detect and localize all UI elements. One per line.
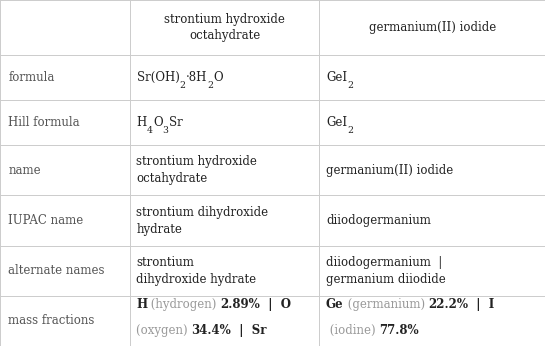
Text: (germanium): (germanium) [343, 298, 428, 311]
Text: (hydrogen): (hydrogen) [147, 298, 221, 311]
Text: GeI: GeI [326, 71, 348, 84]
Text: 4: 4 [147, 126, 153, 135]
Text: strontium hydroxide
octahydrate: strontium hydroxide octahydrate [164, 13, 285, 42]
Text: Ge: Ge [326, 298, 343, 311]
Text: strontium dihydroxide
hydrate: strontium dihydroxide hydrate [136, 206, 268, 236]
Text: Hill formula: Hill formula [8, 116, 80, 129]
Text: |  Sr: | Sr [232, 324, 267, 337]
Text: 2: 2 [348, 126, 354, 135]
Text: Sr(OH): Sr(OH) [137, 71, 180, 84]
Text: H: H [136, 298, 147, 311]
Text: 3: 3 [162, 126, 168, 135]
Text: germanium(II) iodide: germanium(II) iodide [326, 164, 453, 177]
Text: mass fractions: mass fractions [8, 315, 94, 327]
Text: |  I: | I [468, 298, 495, 311]
Text: 77.8%: 77.8% [379, 324, 419, 337]
Text: (iodine): (iodine) [326, 324, 379, 337]
Text: GeI: GeI [326, 116, 348, 129]
Text: O: O [213, 71, 223, 84]
Text: IUPAC name: IUPAC name [8, 214, 83, 227]
Text: diiodogermanium: diiodogermanium [326, 214, 431, 227]
Text: 2: 2 [207, 81, 213, 90]
Text: strontium hydroxide
octahydrate: strontium hydroxide octahydrate [136, 155, 257, 185]
Text: 2: 2 [180, 81, 186, 90]
Text: 2.89%: 2.89% [221, 298, 261, 311]
Text: formula: formula [8, 71, 54, 84]
Text: 22.2%: 22.2% [428, 298, 468, 311]
Text: strontium
dihydroxide hydrate: strontium dihydroxide hydrate [136, 256, 256, 286]
Text: ·8H: ·8H [186, 71, 207, 84]
Text: alternate names: alternate names [8, 264, 105, 277]
Text: germanium(II) iodide: germanium(II) iodide [368, 21, 496, 34]
Text: O: O [153, 116, 162, 129]
Text: diiodogermanium  |
germanium diiodide: diiodogermanium | germanium diiodide [326, 256, 446, 286]
Text: (oxygen): (oxygen) [136, 324, 192, 337]
Text: 2: 2 [348, 81, 354, 90]
Text: 34.4%: 34.4% [192, 324, 232, 337]
Text: |  O: | O [261, 298, 291, 311]
Text: Sr: Sr [168, 116, 182, 129]
Text: H: H [137, 116, 147, 129]
Text: name: name [8, 164, 41, 177]
